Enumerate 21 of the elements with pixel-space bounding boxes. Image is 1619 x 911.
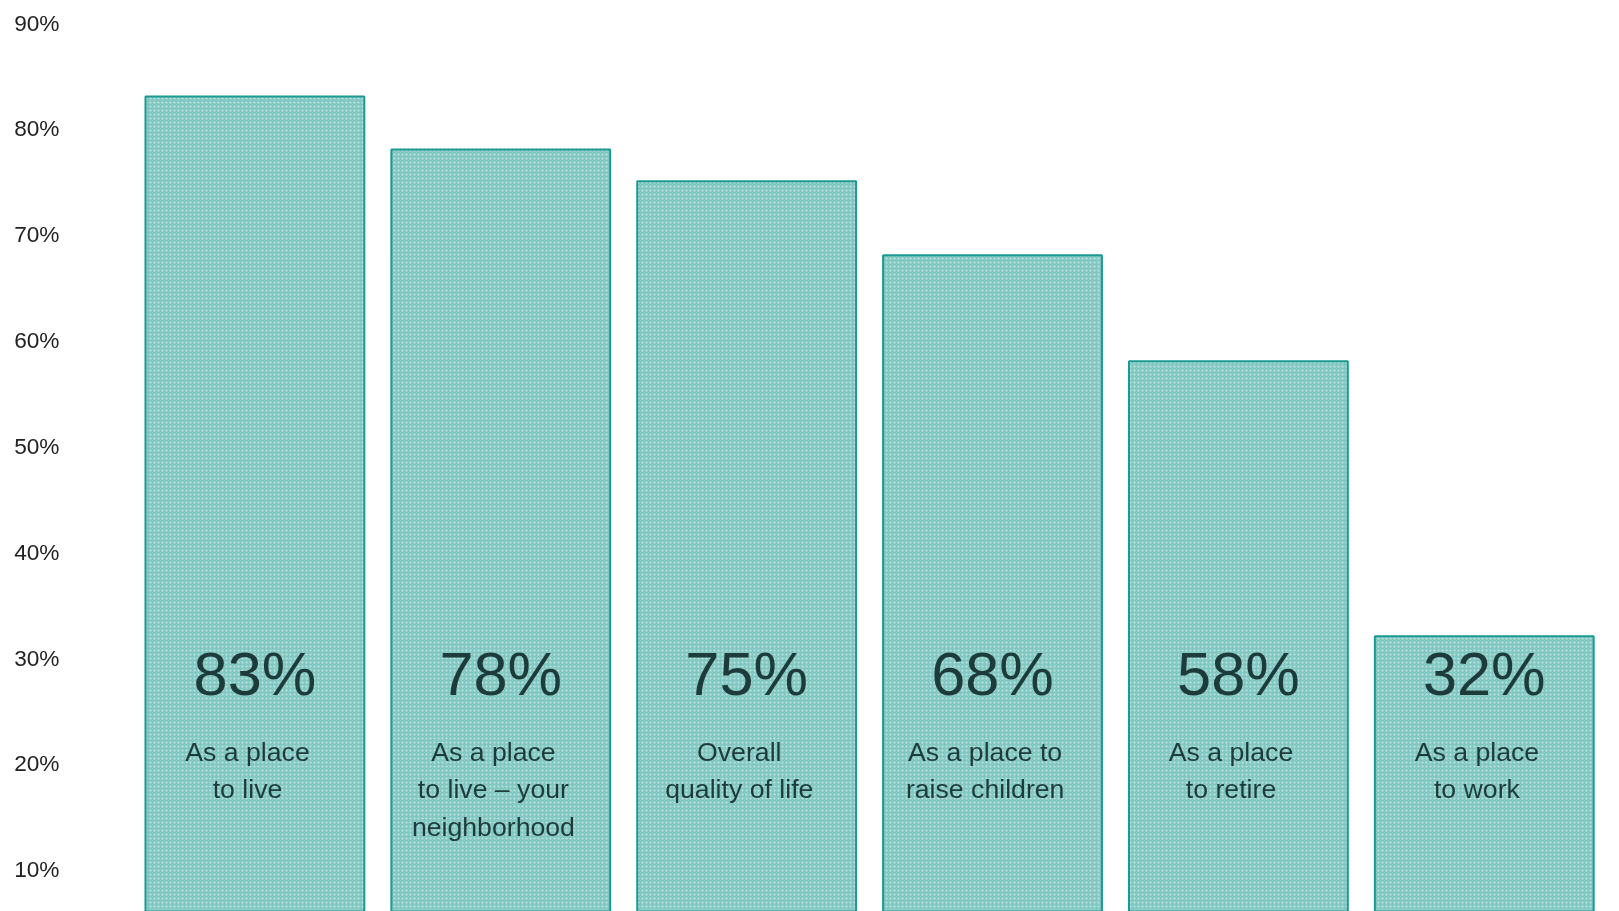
- data-label: 32%: [1422, 638, 1546, 708]
- data-label: 68%: [931, 638, 1054, 708]
- y-tick-label: 80%: [14, 115, 60, 142]
- x-tick-label: As a place to live: [185, 736, 310, 805]
- y-tick-label: 50%: [14, 432, 60, 459]
- x-tick-label: As a place to raise children: [905, 736, 1065, 805]
- x-tick-label: As a place to live – your neighborhood: [411, 736, 575, 842]
- y-tick-label: 70%: [14, 221, 60, 248]
- x-tick-label: Overall quality of life: [665, 736, 814, 805]
- y-tick-label: 10%: [14, 856, 60, 883]
- data-label: 58%: [1177, 638, 1300, 708]
- x-tick-label: As a place to work: [1414, 736, 1540, 805]
- y-tick-label: 90%: [14, 9, 60, 36]
- data-label: 83%: [193, 638, 317, 708]
- y-tick-label: 60%: [14, 327, 60, 353]
- x-tick-label: As a place to retire: [1168, 736, 1294, 805]
- y-tick-label: 40%: [14, 538, 60, 565]
- y-tick-label: 30%: [14, 644, 60, 671]
- data-label: 78%: [439, 638, 563, 708]
- data-label: 75%: [685, 638, 809, 708]
- y-tick-label: 20%: [14, 750, 60, 777]
